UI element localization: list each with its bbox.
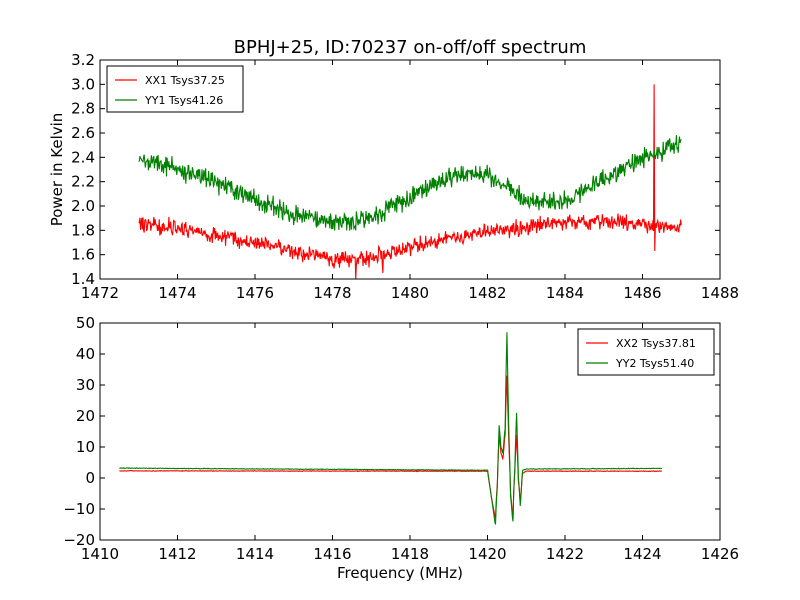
x-tick-label: 1416	[313, 545, 351, 563]
y-tick-label: 1.6	[71, 246, 95, 264]
y-tick-label: 2.0	[71, 197, 95, 215]
series-line-yy2-tsys51-40	[119, 332, 662, 525]
x-tick-label: 1418	[391, 545, 429, 563]
x-tick-label: 1422	[546, 545, 584, 563]
x-tick-label: 1484	[546, 284, 584, 302]
y-tick-label: 10	[76, 438, 95, 456]
x-tick-label: 1420	[468, 545, 506, 563]
x-tick-label: 1480	[391, 284, 429, 302]
y-tick-label: 20	[76, 407, 95, 425]
series-line-xx2-tsys37-81	[119, 375, 663, 519]
y-axis-title: Power in Kelvin	[48, 113, 66, 227]
y-tick-label: 2.6	[71, 124, 95, 142]
y-tick-label: −20	[63, 531, 95, 549]
legend-box	[106, 65, 244, 113]
y-tick-label: 1.8	[71, 221, 95, 239]
y-tick-label: 3.0	[71, 75, 95, 93]
y-tick-label: 30	[76, 376, 95, 394]
figure-title: BPHJ+25, ID:70237 on-off/off spectrum	[234, 37, 587, 58]
y-tick-label: 2.2	[71, 173, 95, 191]
x-tick-label: 1412	[158, 545, 196, 563]
y-tick-label: 0	[85, 469, 95, 487]
x-tick-label: 1488	[701, 284, 739, 302]
legend-label: YY2 Tsys51.40	[615, 357, 694, 370]
plot-area	[138, 84, 682, 279]
x-tick-label: 1472	[81, 284, 119, 302]
legend-box	[577, 328, 715, 376]
legend: XX2 Tsys37.81 YY2 Tsys51.40	[577, 328, 715, 376]
series-line-yy1-tsys41-26	[138, 135, 682, 231]
y-tick-label: 2.4	[71, 148, 95, 166]
legend-label: XX2 Tsys37.81	[616, 337, 696, 350]
x-tick-label: 1414	[236, 545, 274, 563]
legend-label: XX1 Tsys37.25	[145, 74, 225, 87]
x-axis-title: Frequency (MHz)	[337, 564, 463, 582]
x-tick-label: 1474	[158, 284, 196, 302]
y-tick-label: −10	[63, 500, 95, 518]
series-line-xx1-tsys37-25	[138, 84, 682, 279]
x-tick-label: 1482	[468, 284, 506, 302]
y-tick-label: 40	[76, 345, 95, 363]
y-tick-label: 50	[76, 314, 95, 332]
x-tick-label: 1476	[236, 284, 274, 302]
bottom-panel: 1410 1412 1414 1416 1418 1420 1422 1424 1426 −20 −…	[63, 314, 739, 582]
legend-label: YY1 Tsys41.26	[144, 94, 223, 107]
x-tick-label: 1478	[313, 284, 351, 302]
y-tick-label: 3.2	[71, 51, 95, 69]
x-tick-label: 1426	[701, 545, 739, 563]
x-tick-label: 1486	[623, 284, 661, 302]
top-panel: 1472 1474 1476 1478 1480 1482 1484 1486 1488 1.4 1…	[48, 51, 739, 302]
plot-area	[119, 332, 663, 525]
y-tick-label: 1.4	[71, 270, 95, 288]
x-tick-label: 1410	[81, 545, 119, 563]
legend: XX1 Tsys37.25 YY1 Tsys41.26	[106, 65, 244, 113]
x-tick-label: 1424	[623, 545, 661, 563]
y-tick-label: 2.8	[71, 100, 95, 118]
